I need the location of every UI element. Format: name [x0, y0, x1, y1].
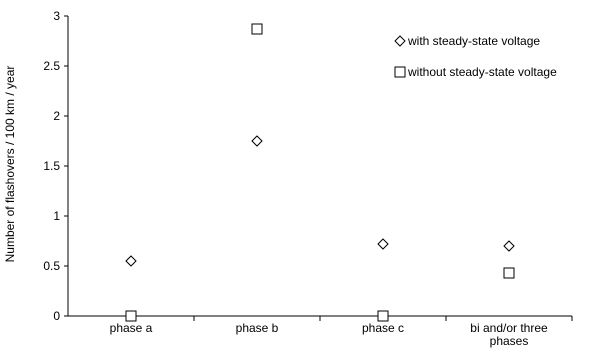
y-tick-label: 0.5: [43, 259, 60, 273]
y-tick-label: 1.5: [43, 159, 60, 173]
y-axis-ticks: 0 0.5 1 1.5 2 2.5 3: [43, 9, 68, 323]
x-axis-categories: phase a phase b phase c bi and/or three phas…: [110, 316, 573, 348]
x-category-label: bi and/or three phases: [470, 321, 548, 348]
x-category-label: phase a: [110, 321, 153, 335]
y-tick-label: 0: [53, 309, 60, 323]
y-tick-label: 3: [53, 9, 60, 23]
chart-marks: [125, 23, 515, 322]
with-voltage-point: [503, 240, 515, 252]
x-category-label: phase c: [362, 321, 404, 335]
legend: with steady-state voltage without steady-…: [394, 34, 557, 79]
with-voltage-point: [125, 255, 137, 267]
legend-label: with steady-state voltage: [407, 34, 540, 48]
with-voltage-point: [251, 135, 263, 147]
y-tick-label: 2.5: [43, 59, 60, 73]
y-tick-label: 1: [53, 209, 60, 223]
chart-axes: [67, 16, 572, 317]
x-category-label: phase b: [236, 321, 279, 335]
without-voltage-point: [377, 310, 389, 322]
without-voltage-point: [251, 23, 263, 35]
y-axis-title: Number of flashovers / 100 km / year: [3, 66, 17, 263]
legend-label: without steady-state voltage: [407, 65, 557, 79]
without-voltage-point: [503, 267, 515, 279]
with-voltage-point: [377, 238, 389, 250]
legend-square-marker: [394, 66, 406, 78]
without-voltage-point: [125, 310, 137, 322]
y-tick-label: 2: [53, 109, 60, 123]
legend-diamond-marker: [394, 35, 406, 47]
